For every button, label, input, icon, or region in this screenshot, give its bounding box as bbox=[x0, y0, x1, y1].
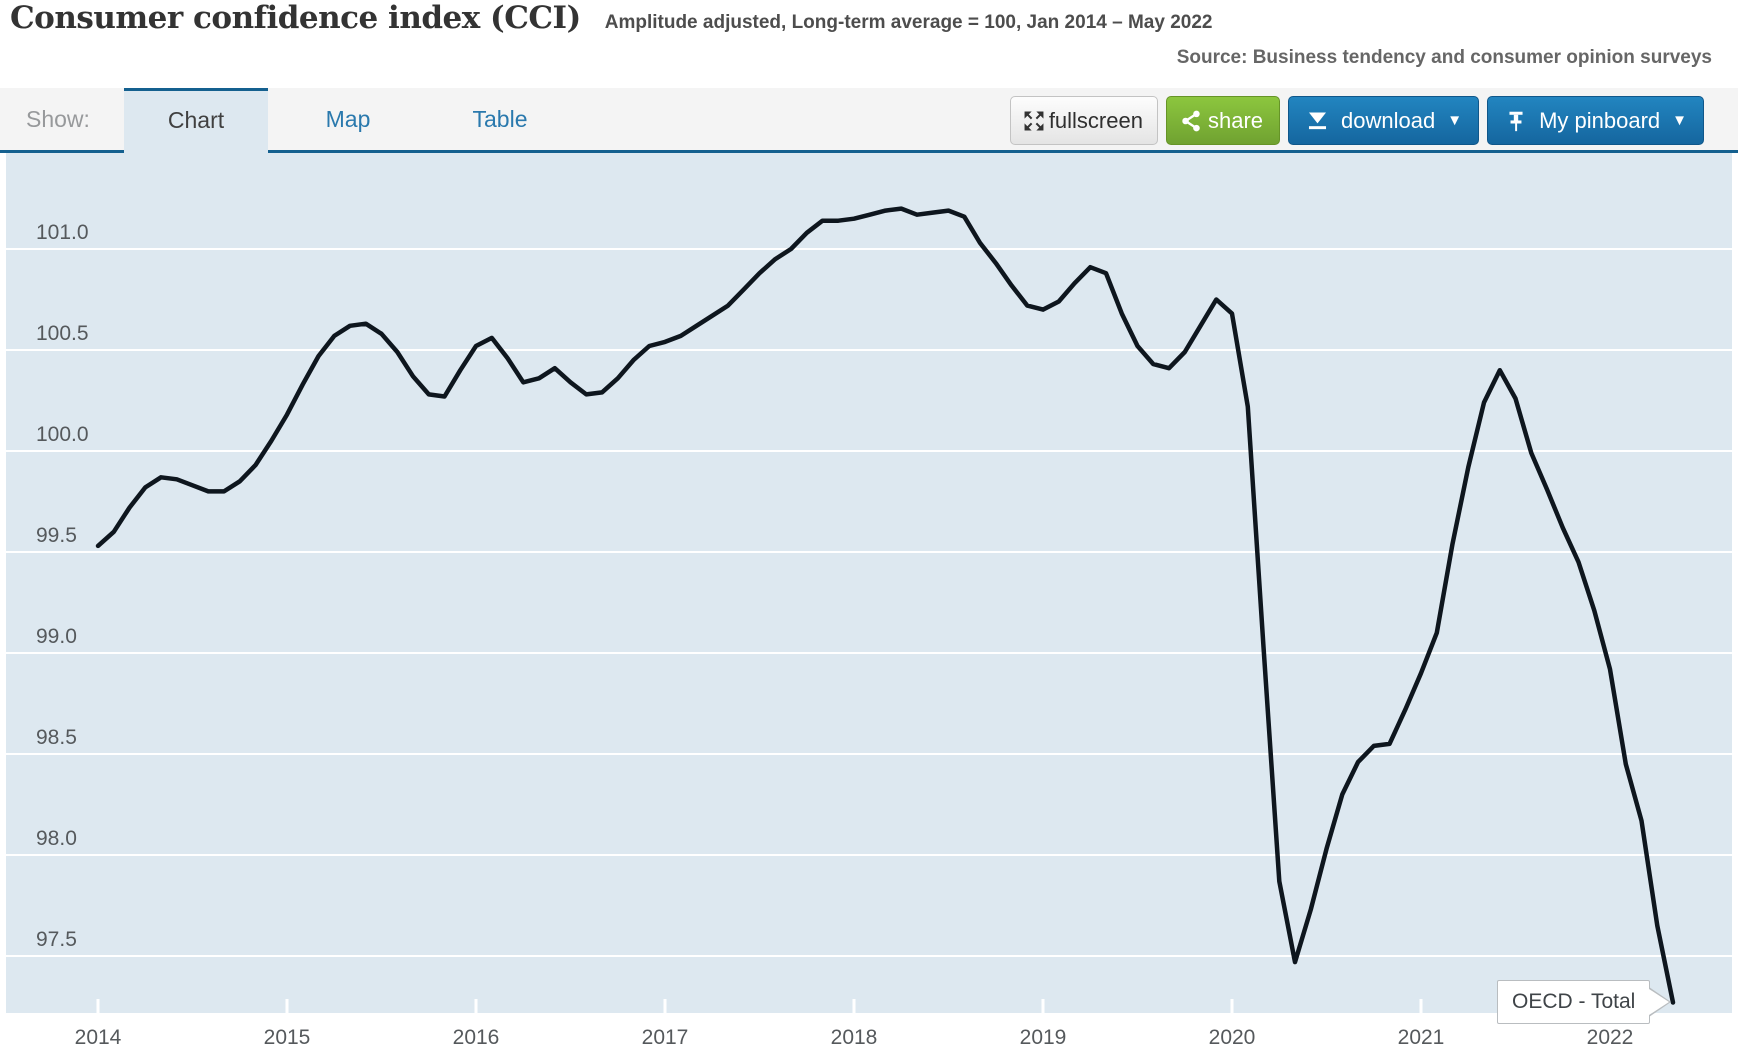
x-axis-tick bbox=[1419, 999, 1423, 1013]
download-button-label: download bbox=[1341, 107, 1436, 133]
share-button[interactable]: share bbox=[1165, 96, 1281, 145]
tab-table[interactable]: Table bbox=[472, 106, 528, 132]
y-axis-label: 97.5 bbox=[36, 928, 77, 951]
title-row: Consumer confidence index (CCI) Amplitud… bbox=[10, 0, 1212, 36]
download-icon bbox=[1305, 108, 1341, 133]
toolbar: Show: Chart Map Table fullscreen bbox=[0, 88, 1738, 153]
cci-series-line bbox=[95, 206, 1676, 1005]
chart-subtitle: Amplitude adjusted, Long-term average = … bbox=[604, 12, 1213, 33]
share-icon bbox=[1179, 109, 1208, 133]
tab-map[interactable]: Map bbox=[325, 106, 371, 132]
x-axis-tick bbox=[1230, 999, 1234, 1013]
download-button[interactable]: download ▼ bbox=[1288, 96, 1480, 145]
x-axis-tick bbox=[1041, 999, 1045, 1013]
chart-area[interactable]: 101.0 100.5 100.0 99.5 99.0 98.5 98.0 97.5 2014 2… bbox=[0, 153, 1738, 1052]
x-axis-label: 2015 bbox=[264, 1026, 311, 1049]
source-line: Source: Business tendency and consumer o… bbox=[1176, 47, 1712, 68]
y-axis-label: 98.0 bbox=[36, 827, 77, 850]
x-axis-tick bbox=[285, 999, 289, 1013]
y-axis-label: 99.0 bbox=[36, 625, 77, 648]
cci-line-chart[interactable]: 101.0 100.5 100.0 99.5 99.0 98.5 98.0 97.5 2014 2… bbox=[0, 153, 1738, 1052]
y-axis-label: 99.5 bbox=[36, 524, 77, 547]
my-pinboard-button[interactable]: My pinboard ▼ bbox=[1487, 96, 1704, 145]
chevron-down-icon: ▼ bbox=[1447, 112, 1463, 129]
x-axis-label: 2014 bbox=[75, 1026, 122, 1049]
fullscreen-button[interactable]: fullscreen bbox=[1009, 96, 1158, 145]
y-axis-label: 101.0 bbox=[36, 221, 89, 244]
x-axis-label: 2016 bbox=[453, 1026, 500, 1049]
x-axis-label: 2022 bbox=[1587, 1026, 1634, 1049]
show-label: Show: bbox=[26, 106, 90, 132]
pinboard-button-label: My pinboard bbox=[1539, 107, 1661, 133]
y-axis-label: 98.5 bbox=[36, 726, 77, 749]
x-axis-label: 2019 bbox=[1020, 1026, 1067, 1049]
x-axis-label: 2020 bbox=[1209, 1026, 1256, 1049]
tooltip-arrow bbox=[1649, 989, 1670, 1015]
chart-plot-area[interactable] bbox=[6, 153, 1732, 1013]
header: Consumer confidence index (CCI) Amplitud… bbox=[0, 0, 1738, 88]
y-axis-label: 100.0 bbox=[36, 423, 89, 446]
fullscreen-button-label: fullscreen bbox=[1048, 107, 1143, 133]
x-axis-tick bbox=[474, 999, 478, 1013]
page-title: Consumer confidence index (CCI) bbox=[10, 0, 581, 36]
x-axis-label: 2018 bbox=[831, 1026, 878, 1049]
pin-icon bbox=[1504, 109, 1539, 133]
x-axis-tick bbox=[852, 999, 856, 1013]
tab-underline bbox=[0, 150, 1738, 153]
x-axis-label: 2017 bbox=[642, 1026, 689, 1049]
x-axis-label: 2021 bbox=[1398, 1026, 1445, 1049]
fullscreen-icon bbox=[1021, 108, 1049, 134]
series-tooltip: OECD - Total bbox=[1497, 980, 1672, 1024]
y-axis-label: 100.5 bbox=[36, 322, 89, 345]
toolbar-buttons: fullscreen share bbox=[1009, 96, 1704, 145]
share-button-label: share bbox=[1207, 107, 1264, 133]
chevron-down-icon: ▼ bbox=[1672, 112, 1687, 129]
tab-chart[interactable]: Chart bbox=[124, 88, 268, 153]
x-axis-tick bbox=[663, 999, 667, 1013]
series-tooltip-label: OECD - Total bbox=[1512, 990, 1636, 1013]
x-axis-tick bbox=[96, 999, 100, 1013]
